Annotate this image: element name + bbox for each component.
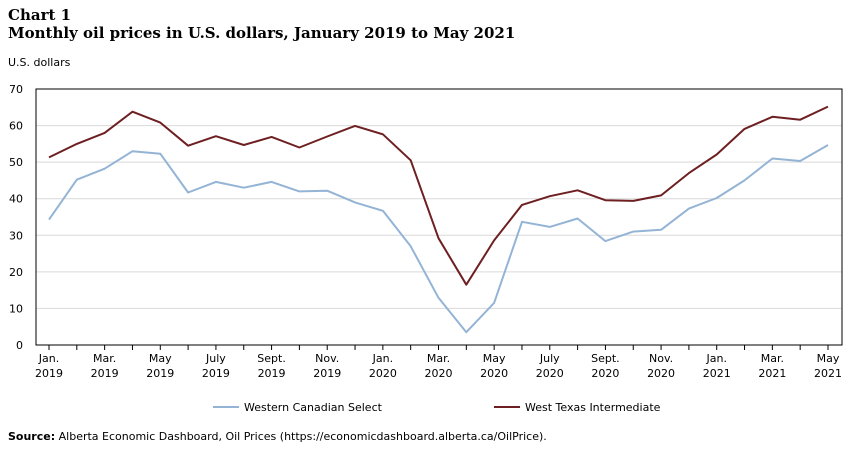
x-tick-label-month: Nov. [649, 352, 673, 365]
y-tick-label: 20 [9, 266, 23, 279]
x-tick-label-month: July [539, 352, 560, 365]
x-tick-label-month: Sept. [257, 352, 286, 365]
y-tick-label: 40 [9, 193, 23, 206]
plot-frame [35, 88, 843, 346]
x-tick-label-month: July [205, 352, 226, 365]
series-line-wcs [48, 144, 829, 334]
legend-label: Western Canadian Select [244, 401, 383, 414]
x-tick-label-year: 2020 [369, 367, 397, 380]
x-tick-label-month: Mar. [93, 352, 116, 365]
x-tick-label-month: Sept. [591, 352, 620, 365]
source-text: Alberta Economic Dashboard, Oil Prices (… [58, 430, 547, 443]
x-tick-label-year: 2020 [591, 367, 619, 380]
source-label: Source: [8, 430, 56, 443]
x-tick-label-year: 2020 [425, 367, 453, 380]
x-tick-label-month: May [483, 352, 506, 365]
x-tick-label-year: 2021 [814, 367, 842, 380]
y-tick-label: 30 [9, 229, 23, 242]
y-tick-label: 60 [9, 120, 23, 133]
y-tick-label: 50 [9, 156, 23, 169]
x-tick-label-year: 2019 [258, 367, 286, 380]
y-tick-label: 0 [16, 339, 23, 352]
x-tick-label-year: 2019 [146, 367, 174, 380]
y-tick-label: 70 [9, 83, 23, 96]
x-tick-label-month: Jan. [705, 352, 726, 365]
x-tick-label-year: 2019 [91, 367, 119, 380]
x-tick-label-month: Nov. [315, 352, 339, 365]
x-tick-label-year: 2021 [758, 367, 786, 380]
source-note: Source: Alberta Economic Dashboard, Oil … [8, 430, 547, 443]
x-tick-label-month: Jan. [372, 352, 393, 365]
legend-label: West Texas Intermediate [525, 401, 661, 414]
chart-title: Monthly oil prices in U.S. dollars, Janu… [8, 24, 516, 42]
x-tick-label-year: 2019 [202, 367, 230, 380]
x-tick-label-month: May [817, 352, 840, 365]
x-tick-label-year: 2019 [313, 367, 341, 380]
y-axis-unit-label: U.S. dollars [8, 56, 71, 69]
x-tick-label-month: Mar. [761, 352, 784, 365]
y-tick-label: 10 [9, 302, 23, 315]
x-tick-label-year: 2020 [647, 367, 675, 380]
x-tick-label-month: Mar. [427, 352, 450, 365]
x-tick-label-month: May [149, 352, 172, 365]
x-tick-label-year: 2020 [480, 367, 508, 380]
x-tick-label-year: 2020 [536, 367, 564, 380]
series-line-wti [48, 105, 829, 286]
x-tick-label-year: 2019 [35, 367, 63, 380]
x-tick-label-month: Jan. [38, 352, 59, 365]
chart-number: Chart 1 [8, 6, 72, 24]
x-tick-label-year: 2021 [703, 367, 731, 380]
